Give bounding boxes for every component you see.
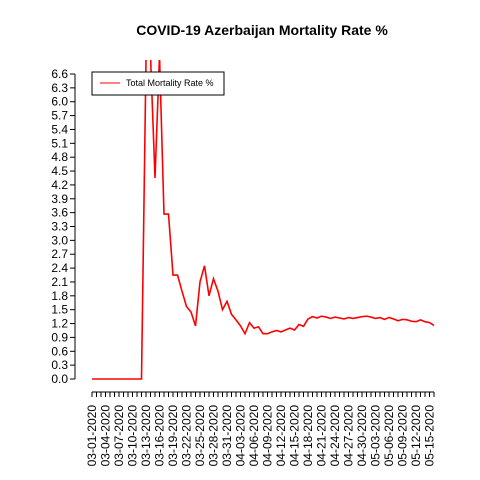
y-tick-label: 6.6	[51, 67, 68, 81]
x-tick-label: 03-04-2020	[99, 405, 113, 467]
y-tick-label: 6.0	[51, 95, 68, 109]
x-tick-label: 05-03-2020	[369, 405, 383, 467]
x-tick-label: 04-12-2020	[274, 405, 288, 467]
x-tick-label: 04-03-2020	[234, 405, 248, 467]
x-tick-label: 05-06-2020	[382, 405, 396, 467]
y-tick-label: 6.3	[51, 81, 68, 95]
plot-area	[92, 60, 435, 380]
y-tick-label: 4.5	[51, 164, 68, 178]
y-tick-label: 2.7	[51, 247, 68, 261]
y-tick-label: 4.2	[51, 178, 68, 192]
y-tick-label: 3.9	[51, 192, 68, 206]
x-tick-label: 04-15-2020	[288, 405, 302, 467]
x-tick-label: 04-09-2020	[261, 405, 275, 467]
y-tick-label: 0.0	[51, 372, 68, 386]
y-tick-label: 3.3	[51, 220, 68, 234]
y-tick-label: 2.1	[51, 275, 68, 289]
x-tick-label: 03-22-2020	[180, 405, 194, 467]
y-tick-label: 1.2	[51, 317, 68, 331]
y-tick-label: 5.4	[51, 122, 68, 136]
x-tick-label: 03-10-2020	[126, 405, 140, 467]
y-tick-label: 5.1	[51, 136, 68, 150]
x-tick-label: 04-30-2020	[355, 405, 369, 467]
chart-title: COVID-19 Azerbaijan Mortality Rate %	[136, 22, 388, 38]
x-tick-label: 03-25-2020	[193, 405, 207, 467]
y-tick-label: 3.0	[51, 233, 68, 247]
legend-box	[91, 71, 225, 96]
x-tick-label: 03-28-2020	[207, 405, 221, 467]
y-tick-label: 0.3	[51, 358, 68, 372]
y-tick-label: 0.9	[51, 330, 68, 344]
y-tick-label: 4.8	[51, 150, 68, 164]
x-tick-label: 05-12-2020	[409, 405, 423, 467]
x-tick-label: 03-19-2020	[166, 405, 180, 467]
x-tick-label: 04-24-2020	[328, 405, 342, 467]
y-tick-label: 1.8	[51, 289, 68, 303]
data-line	[92, 60, 435, 380]
x-tick-label: 04-21-2020	[315, 405, 329, 467]
y-tick-label: 3.6	[51, 206, 68, 220]
x-tick-label: 04-06-2020	[247, 405, 261, 467]
x-tick-label: 03-07-2020	[112, 405, 126, 467]
x-tick-label: 04-18-2020	[301, 405, 315, 467]
x-tick-label: 03-13-2020	[139, 405, 153, 467]
legend-label: Total Mortality Rate %	[126, 78, 214, 88]
x-tick-label: 03-16-2020	[153, 405, 167, 467]
x-tick-label: 04-27-2020	[342, 405, 356, 467]
x-tick-label: 03-31-2020	[220, 405, 234, 467]
x-tick-label: 03-01-2020	[85, 405, 99, 467]
x-tick-label: 05-15-2020	[423, 405, 437, 467]
y-tick-label: 1.5	[51, 303, 68, 317]
y-tick-label: 5.7	[51, 109, 68, 123]
y-tick-label: 0.6	[51, 344, 68, 358]
y-tick-label: 2.4	[51, 261, 68, 275]
x-tick-label: 05-09-2020	[396, 405, 410, 467]
